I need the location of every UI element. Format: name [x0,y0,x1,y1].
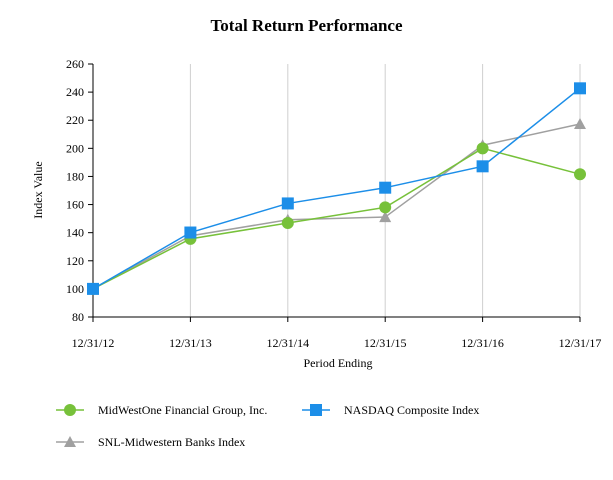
y-tick-label: 200 [66,141,84,155]
data-point-circle [379,201,392,214]
axes: 80 100 120 140 160 180 200 220 240 260 12/31/12 12/… [66,57,601,350]
data-point-square [87,282,99,295]
data-point-circle [281,216,294,229]
y-tick-label: 260 [66,57,84,71]
y-tick-label: 180 [66,169,84,183]
series-line-triangle [92,123,581,290]
x-tick-label: 12/31/17 [559,336,602,350]
data-markers [87,82,586,295]
x-axis-title: Period Ending [304,356,373,370]
legend-label: SNL-Midwestern Banks Index [98,435,245,449]
data-point-circle [574,168,586,181]
legend-item: SNL-Midwestern Banks Index [56,435,245,449]
data-point-square [574,82,586,95]
y-axis-title: Index Value [31,161,45,218]
chart-title: Total Return Performance [210,16,403,35]
y-tick-label: 140 [66,226,84,240]
data-point-square [476,160,489,173]
legend-marker-square [310,404,322,416]
y-tick-label: 120 [66,254,84,268]
legend-label: NASDAQ Composite Index [344,403,479,417]
data-point-triangle [574,118,586,130]
x-tick-label: 12/31/14 [266,336,309,350]
y-tick-label: 80 [72,310,84,324]
x-tick-label: 12/31/16 [461,336,504,350]
data-point-triangle [379,211,392,223]
data-point-square [184,226,197,239]
series-lines [92,87,581,290]
legend-item: MidWestOne Financial Group, Inc. [56,403,267,417]
x-tick-label: 12/31/12 [72,336,115,350]
data-point-square [379,181,392,194]
y-tick-label: 220 [66,113,84,127]
y-tick-label: 240 [66,85,84,99]
legend-marker-circle [64,404,76,416]
legend-label: MidWestOne Financial Group, Inc. [98,403,267,417]
y-tick-label: 100 [66,282,84,296]
x-tick-label: 12/31/13 [169,336,212,350]
y-tick-label: 160 [66,198,84,212]
legend-item: NASDAQ Composite Index [302,403,479,417]
x-tick-label: 12/31/15 [364,336,407,350]
data-point-circle [476,142,489,155]
legend-marker-triangle [64,436,76,447]
series-line-square [92,87,581,290]
data-point-square [281,197,294,210]
legend: MidWestOne Financial Group, Inc. NASDAQ C… [56,403,479,449]
